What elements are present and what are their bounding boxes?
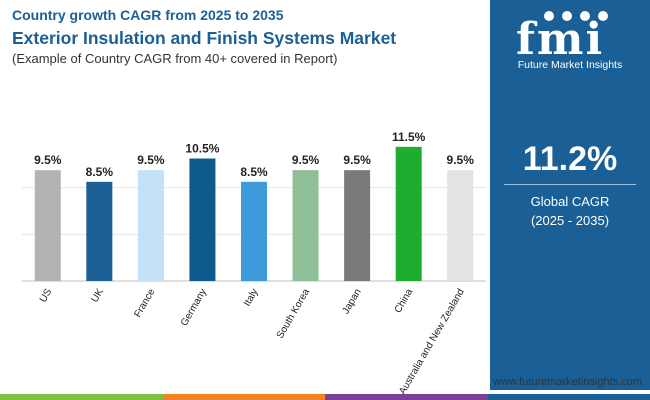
bar-australia-and-new-zealand: [447, 170, 474, 281]
logo-dot-icon: [544, 11, 554, 21]
bar-chart-svg: 9.5% US 8.5% UK 9.5% France 10.5% Germany 8.5% It…: [22, 130, 486, 396]
footer-stripe-segment: [325, 394, 488, 400]
data-label: 9.5%: [292, 153, 320, 167]
x-tick-label: Germany: [179, 287, 209, 328]
x-tick-label: UK: [89, 287, 106, 305]
data-label: 8.5%: [240, 165, 268, 179]
bar-us: [34, 170, 61, 281]
footer-stripe-segment: [162, 394, 325, 400]
global-cagr-label: Global CAGR: [530, 194, 610, 209]
bar-italy: [241, 181, 267, 281]
global-cagr-caption: Global CAGR (2025 - 2035): [490, 192, 650, 230]
footer-stripe: [0, 394, 650, 400]
logo-dot-icon: [580, 11, 590, 21]
chart-title: Exterior Insulation and Finish Systems M…: [12, 28, 397, 48]
x-tick-label: China: [393, 287, 416, 316]
logo-dot-icon: [562, 11, 572, 21]
footer-stripe-segment: [0, 394, 163, 400]
data-label: 10.5%: [185, 142, 219, 156]
x-tick-label: Japan: [341, 287, 364, 316]
bar-china: [395, 146, 422, 281]
bar-chart: 9.5% US 8.5% UK 9.5% France 10.5% Germany 8.5% It…: [22, 130, 486, 396]
panel-divider: [504, 184, 636, 185]
side-panel: fmi Future Market Insights 11.2% Global …: [490, 0, 650, 390]
bar-france: [137, 170, 164, 281]
bar-uk: [86, 181, 113, 281]
chart-header: Country growth CAGR from 2025 to 2035 Ex…: [12, 6, 482, 67]
fmi-logo: fmi Future Market Insights: [490, 6, 650, 76]
footer-stripe-segment: [487, 394, 650, 400]
website-link[interactable]: www.futuremarketinsights.com: [492, 376, 642, 388]
data-label: 9.5%: [34, 153, 62, 167]
x-tick-label: France: [132, 287, 157, 320]
x-tick-label: Italy: [242, 287, 261, 308]
data-label: 9.5%: [137, 153, 165, 167]
chart-subtitle: (Example of Country CAGR from 40+ covere…: [12, 51, 338, 66]
global-cagr-value: 11.2%: [522, 140, 618, 178]
bar-japan: [344, 170, 371, 281]
bar-germany: [189, 158, 216, 281]
x-tick-label: US: [38, 287, 55, 305]
data-label: 9.5%: [447, 153, 475, 167]
logo-icons: [544, 8, 634, 22]
data-label: 8.5%: [86, 165, 114, 179]
logo-text: fmi: [516, 14, 605, 65]
bar-south-korea: [292, 170, 319, 281]
global-cagr-period: (2025 - 2035): [530, 213, 610, 228]
chart-supertitle: Country growth CAGR from 2025 to 2035: [12, 7, 284, 23]
logo-dot-icon: [598, 11, 608, 21]
logo-caption: Future Market Insights: [517, 59, 623, 71]
x-tick-label: South Korea: [275, 287, 313, 341]
data-label: 9.5%: [343, 153, 371, 167]
data-label: 11.5%: [392, 130, 426, 144]
